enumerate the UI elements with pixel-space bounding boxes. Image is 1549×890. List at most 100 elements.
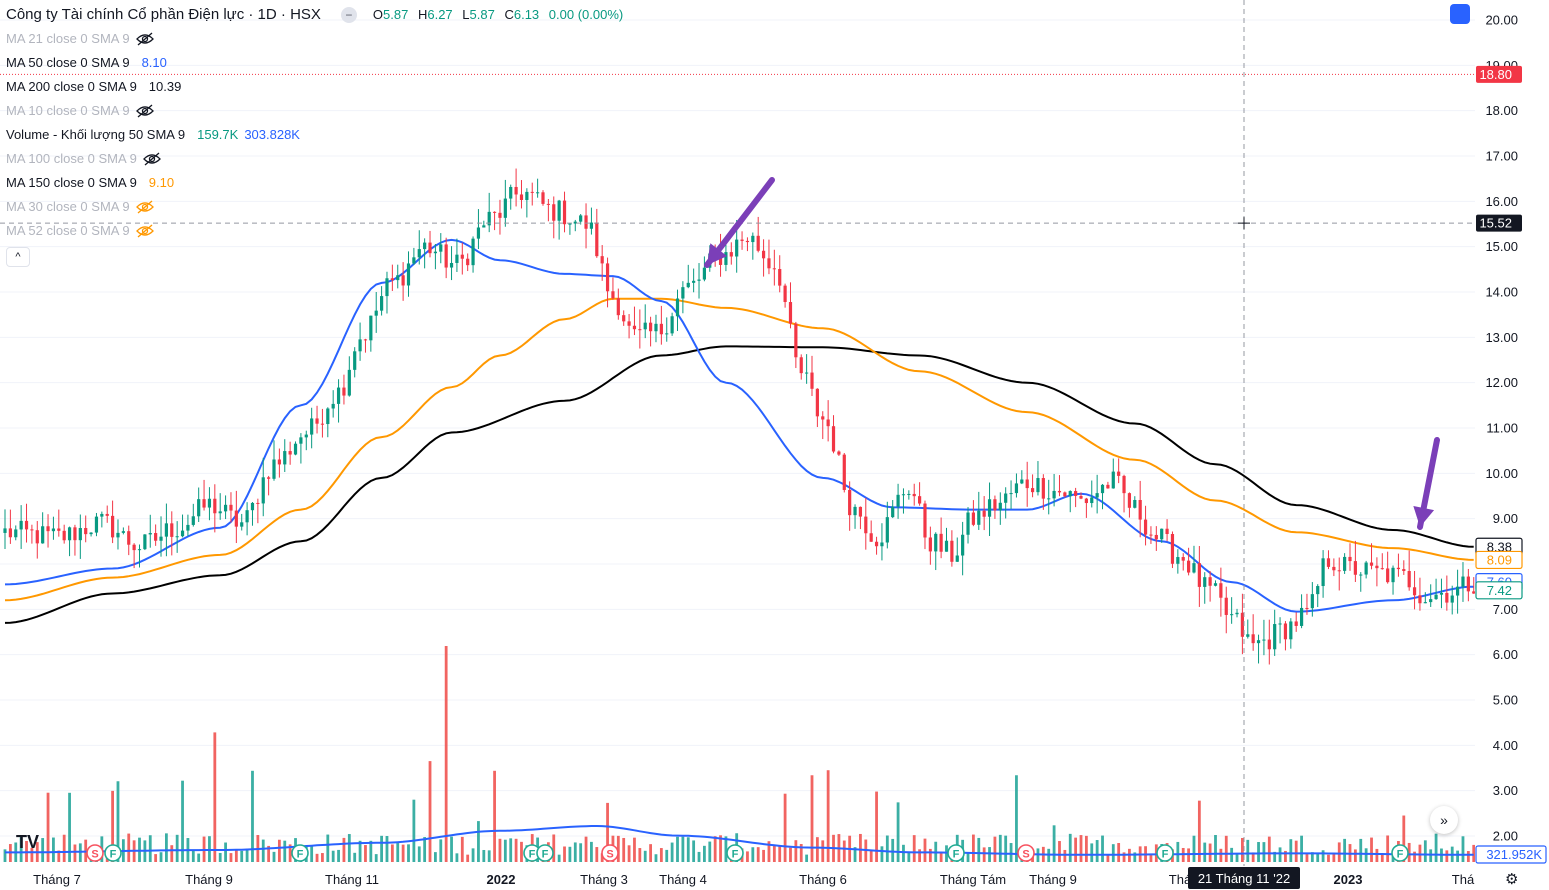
legend-row[interactable]: MA 50 close 0 SMA 9 8.10 xyxy=(6,51,629,75)
volume-bar xyxy=(719,835,722,862)
candle xyxy=(213,484,217,533)
candle xyxy=(643,304,647,339)
volume-bar xyxy=(30,847,34,862)
volume-bar xyxy=(826,770,830,862)
eye-hidden-icon[interactable] xyxy=(142,152,161,166)
candle-body xyxy=(272,459,276,479)
legend-row[interactable]: Volume - Khối lượng 50 SMA 9 159.7K 303.82… xyxy=(6,123,629,147)
candle xyxy=(686,264,690,289)
legend-row[interactable]: MA 10 close 0 SMA 9 xyxy=(6,99,629,123)
eye-hidden-icon[interactable] xyxy=(135,200,154,214)
candle-body xyxy=(428,242,432,254)
volume-bar xyxy=(3,849,7,862)
candle-body xyxy=(1047,498,1051,500)
ohlc-high: 6.27 xyxy=(427,7,453,22)
candle-body xyxy=(761,250,766,259)
price-label-text: 18.80 xyxy=(1479,67,1512,82)
candle-body xyxy=(449,262,454,268)
candle-body xyxy=(541,192,545,204)
volume-bar xyxy=(1063,849,1067,862)
volume-bar xyxy=(1300,835,1303,862)
volume-bar xyxy=(450,836,453,862)
volume-bar xyxy=(407,844,410,862)
candle-body xyxy=(94,516,99,533)
candle xyxy=(896,483,900,519)
gear-icon[interactable]: ⚙ xyxy=(1505,871,1519,888)
candle xyxy=(1187,547,1191,576)
volume-bar xyxy=(875,791,878,862)
candle-body xyxy=(638,329,642,331)
candle xyxy=(1434,578,1438,600)
candle xyxy=(320,408,325,438)
legend-row[interactable]: MA 21 close 0 SMA 9 xyxy=(6,27,629,51)
legend-row[interactable]: MA 200 close 0 SMA 9 10.39 xyxy=(6,75,629,99)
candle xyxy=(94,512,99,537)
candle-body xyxy=(1138,499,1142,520)
legend-row[interactable]: MA 150 close 0 SMA 9 9.10 xyxy=(6,171,629,195)
candle-body xyxy=(24,520,29,530)
candle-body xyxy=(229,504,233,511)
candle-body xyxy=(186,524,190,531)
chart-settings-button[interactable] xyxy=(1450,4,1470,24)
candle-body xyxy=(277,459,281,465)
candle-body xyxy=(1127,493,1132,508)
candle xyxy=(1472,577,1476,594)
time-tick-label: Tháng 4 xyxy=(659,872,707,887)
arrow-head xyxy=(1413,506,1435,527)
candle xyxy=(724,244,728,272)
crosshair-center xyxy=(1238,217,1250,230)
price-tick-label: 10.00 xyxy=(1485,466,1518,481)
candle xyxy=(293,441,298,456)
candle-body xyxy=(1181,557,1185,561)
eye-hidden-icon[interactable] xyxy=(135,104,154,118)
candle-body xyxy=(401,275,405,286)
legend-row[interactable]: MA 52 close 0 SMA 9 xyxy=(6,219,629,243)
candle xyxy=(1117,458,1121,484)
candle xyxy=(84,515,88,543)
legend-collapse-button[interactable]: ^ xyxy=(6,247,30,267)
volume-bar xyxy=(923,838,927,862)
volume-bar xyxy=(1095,840,1099,862)
candle-body xyxy=(740,239,744,241)
candle xyxy=(869,520,873,542)
volume-bar xyxy=(638,848,642,862)
candle-body xyxy=(1176,557,1180,564)
candle-body xyxy=(718,253,723,265)
price-tick-label: 17.00 xyxy=(1485,149,1518,164)
legend-row[interactable]: MA 30 close 0 SMA 9 xyxy=(6,195,629,219)
candle-body xyxy=(137,549,142,551)
candle-body xyxy=(73,527,77,541)
symbol-title[interactable]: Công ty Tài chính Cổ phần Điện lực · 1D … xyxy=(6,6,321,23)
candle-body xyxy=(8,528,12,538)
volume-bar xyxy=(972,834,975,862)
candle xyxy=(30,524,34,544)
candle xyxy=(1273,609,1277,656)
collapse-minus-icon[interactable]: − xyxy=(340,7,357,23)
candle xyxy=(250,502,255,526)
candle-body xyxy=(1461,576,1465,587)
candle xyxy=(885,501,889,549)
volume-bar xyxy=(751,847,755,862)
candle-body xyxy=(1262,639,1266,641)
volume-bar xyxy=(111,790,114,862)
volume-bar xyxy=(692,840,696,862)
scroll-to-realtime-button[interactable]: » xyxy=(1430,806,1458,834)
volume-bar xyxy=(509,838,513,862)
indicator-value: 10.39 xyxy=(148,79,182,94)
candle-body xyxy=(116,532,120,538)
eye-hidden-icon[interactable] xyxy=(135,224,154,238)
legend-row[interactable]: MA 100 close 0 SMA 9 xyxy=(6,147,629,171)
candle xyxy=(1386,551,1390,584)
volume-bar xyxy=(385,836,389,862)
candle xyxy=(374,292,378,333)
event-marker-letter: F xyxy=(297,849,304,861)
eye-hidden-icon[interactable] xyxy=(135,32,154,46)
candle-body xyxy=(127,531,131,545)
candle-body xyxy=(1009,493,1013,495)
candle xyxy=(380,286,384,316)
volume-bar xyxy=(907,851,911,862)
candle xyxy=(1326,550,1331,570)
candle xyxy=(1294,612,1298,632)
annotation-arrow xyxy=(704,177,775,268)
